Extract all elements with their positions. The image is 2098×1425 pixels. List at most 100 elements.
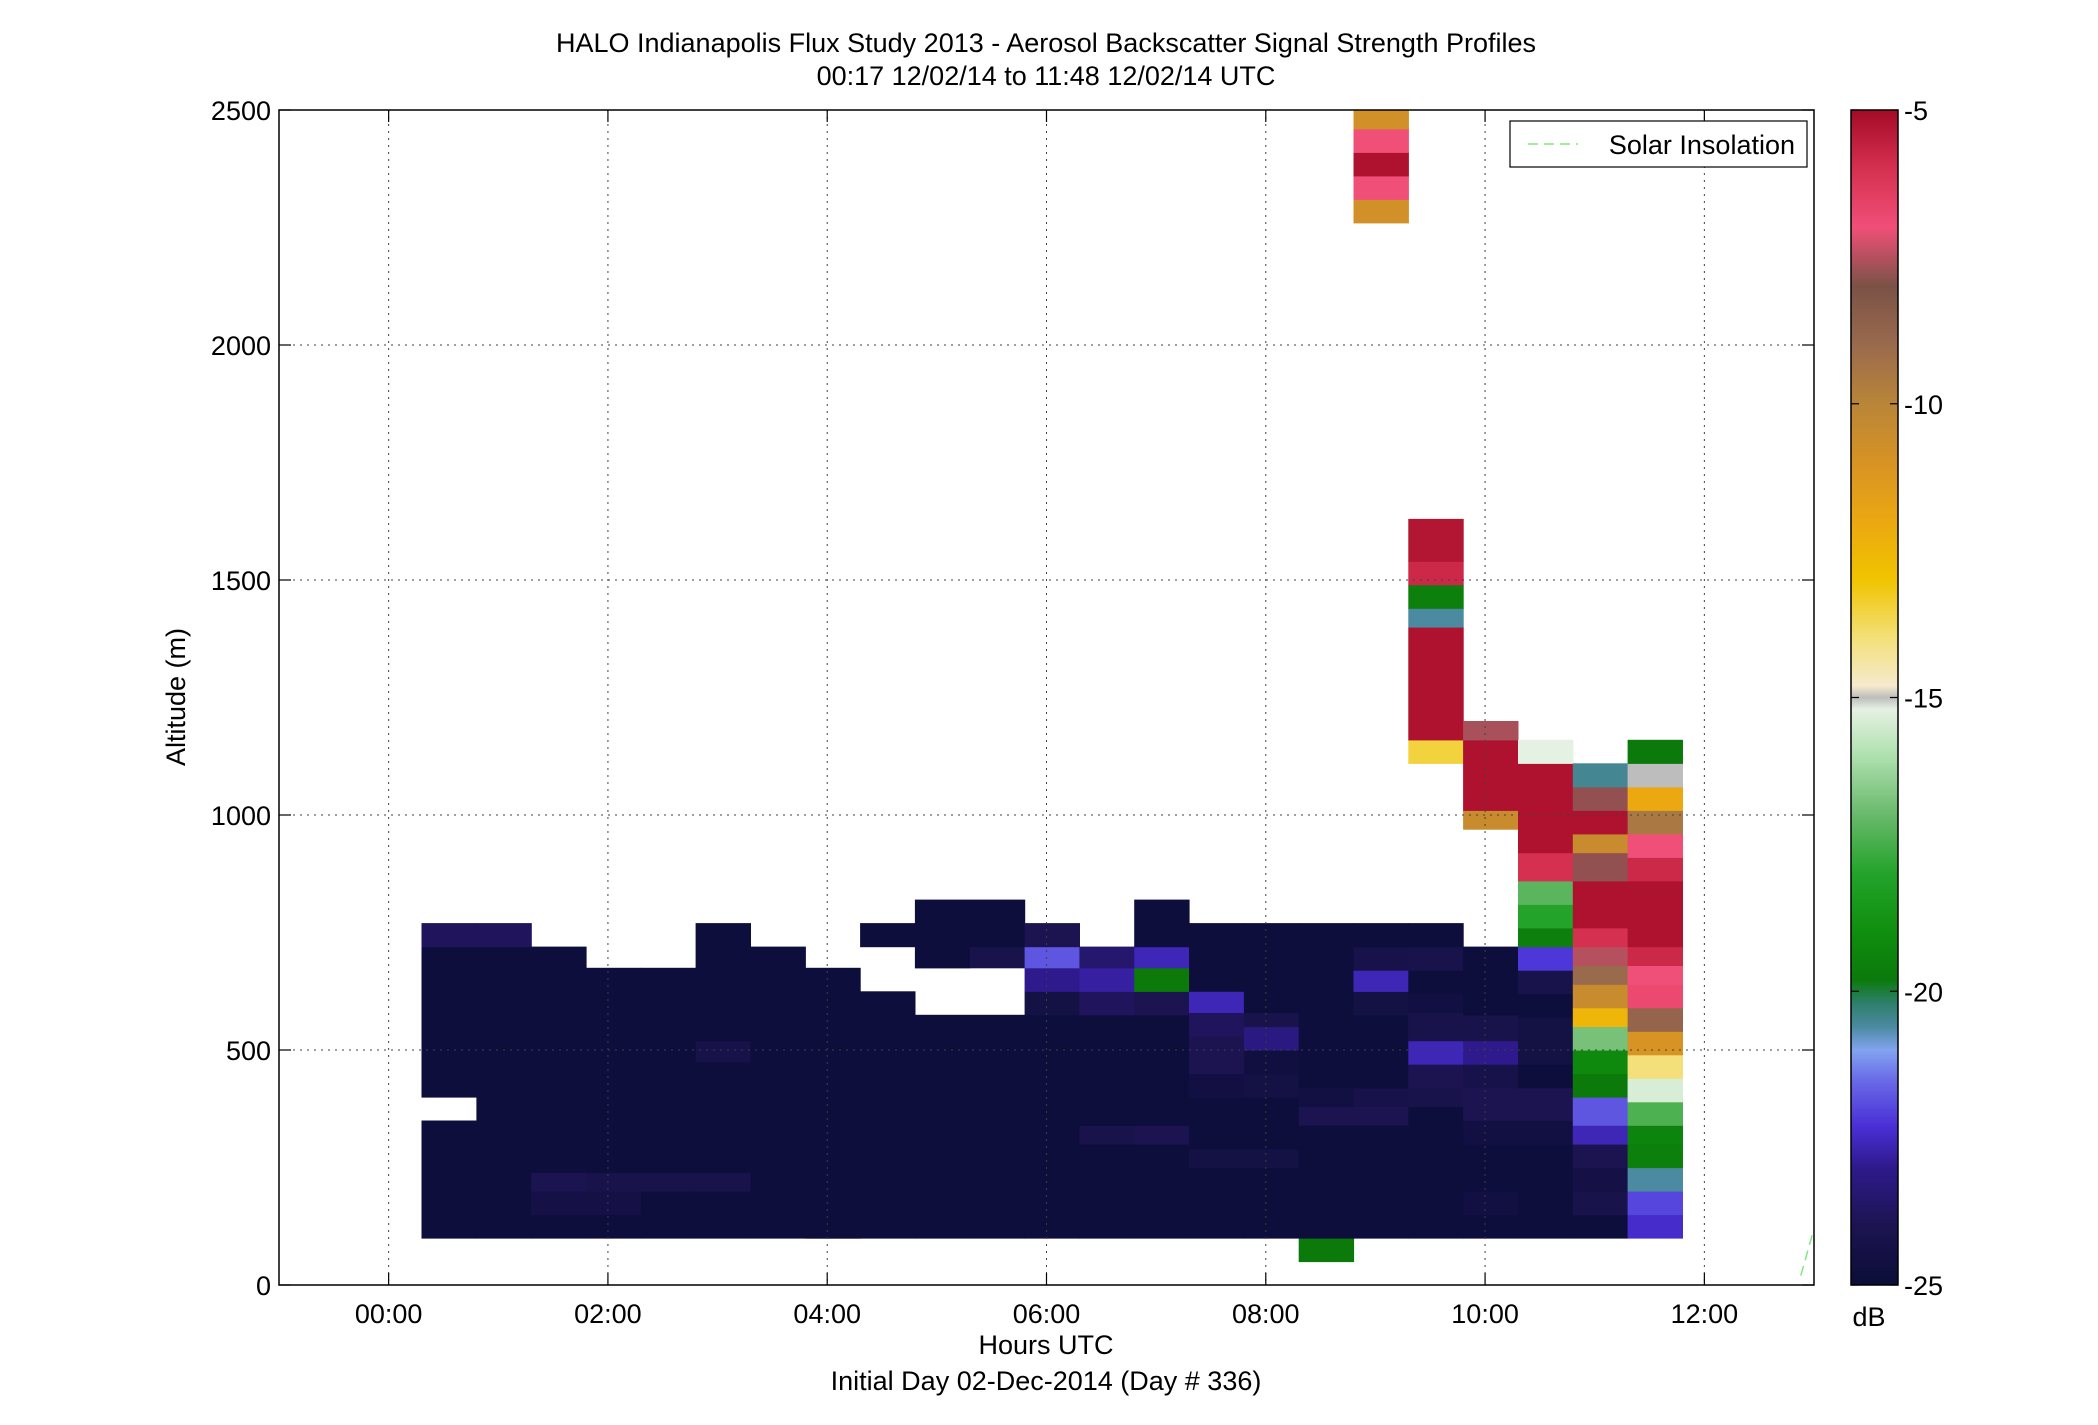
heatmap-cell [1298, 1125, 1355, 1239]
heatmap-cell [1408, 993, 1464, 1013]
heatmap-cell [1243, 1097, 1300, 1150]
legend-solar-label: Solar Insolation [1609, 130, 1795, 160]
heatmap-cell [1572, 1026, 1629, 1051]
heatmap-cell [1518, 1017, 1574, 1065]
heatmap-cell [1408, 739, 1464, 764]
heatmap-cell [1189, 1148, 1245, 1169]
heatmap-cell [1463, 1064, 1519, 1089]
heatmap-cell [1189, 1097, 1245, 1150]
heatmap-cell [695, 1040, 751, 1063]
heatmap-cell [1353, 1125, 1409, 1239]
axis-ticks: 00:00 02:00 04:00 06:00 08:00 10:00 12:00 0 500 1… [211, 96, 1814, 1329]
heatmap-cell [586, 1172, 642, 1192]
heatmap-cell [969, 946, 1026, 969]
heatmap-cell [860, 923, 916, 948]
heatmap-cell [1627, 1214, 1683, 1239]
heatmap-cell [1024, 946, 1080, 969]
colorbar-tick-label: -15 [1904, 684, 1943, 714]
heatmap-cell [1243, 1026, 1300, 1051]
heatmap-cell [1627, 1054, 1683, 1079]
heatmap-cell [1079, 1144, 1135, 1239]
heatmap-cell [1572, 786, 1629, 811]
chart-title: HALO Indianapolis Flux Study 2013 - Aero… [556, 28, 1536, 58]
heatmap-cell [1518, 970, 1574, 995]
heatmap-cell [1189, 991, 1245, 1013]
heatmap-cell [1079, 1014, 1135, 1126]
heatmap-cell [1463, 1144, 1519, 1192]
heatmap-cell [1518, 852, 1574, 882]
heatmap-cell [695, 1172, 751, 1192]
heatmap-cell [1572, 833, 1629, 854]
heatmap-cell [421, 946, 477, 1098]
heatmap-cell [1463, 1014, 1519, 1042]
heatmap-cell [1572, 1073, 1629, 1098]
heatmap-cell [476, 946, 532, 1239]
chart-subtitle: 00:17 12/02/14 to 11:48 12/02/14 UTC [817, 61, 1276, 91]
heatmap-cell [969, 1014, 1026, 1239]
heatmap-cell [1298, 1238, 1355, 1263]
heatmap-cell [1079, 1125, 1135, 1145]
heatmap-cell [1572, 927, 1629, 948]
heatmap-cell [421, 923, 477, 948]
heatmap-cell [1243, 1148, 1300, 1169]
legend: Solar Insolation [1509, 120, 1808, 168]
x-axis-label: Hours UTC [978, 1330, 1113, 1360]
heatmap-cell [1463, 721, 1519, 741]
heatmap-cell [1408, 561, 1464, 586]
heatmap-cell [1627, 880, 1683, 948]
heatmap-cell [1572, 1144, 1629, 1169]
heatmap-cell [1572, 1125, 1629, 1145]
heatmap-cell [1572, 852, 1629, 882]
heatmap-cell [1298, 1087, 1355, 1107]
y-tick-label: 2000 [211, 331, 271, 361]
heatmap-cell [1572, 1167, 1629, 1192]
heatmap-cell [1243, 923, 1300, 1013]
heatmap-cell [695, 1061, 751, 1173]
heatmap-cell [586, 967, 642, 1173]
heatmap-cell [1353, 1087, 1409, 1107]
heatmap-cell [1518, 1120, 1574, 1145]
heatmap-cell [914, 899, 971, 969]
colorbar-tick-label: -5 [1904, 96, 1928, 126]
x-tick-label: 08:00 [1232, 1299, 1300, 1329]
heatmap-cell [1134, 899, 1190, 948]
heatmap-cell [1572, 1191, 1629, 1216]
heatmap-cell [1627, 786, 1683, 811]
heatmap-cell [1353, 175, 1409, 200]
heatmap-cell [1627, 763, 1683, 788]
heatmap-cell [586, 1191, 642, 1216]
heatmap-cell [1353, 199, 1409, 224]
heatmap-cell [695, 923, 751, 1042]
heatmap-cell [1627, 739, 1683, 764]
heatmap-cell [1463, 1120, 1519, 1145]
heatmap-cell [860, 991, 916, 1239]
heatmap-cell [1627, 1191, 1683, 1216]
heatmap-cell [421, 1120, 477, 1239]
heatmap-cell [531, 1172, 587, 1192]
x-tick-label: 10:00 [1451, 1299, 1519, 1329]
colorbar-tick-label: -20 [1904, 977, 1943, 1007]
heatmap-cell [1627, 1078, 1683, 1103]
x-axis-sublabel: Initial Day 02-Dec-2014 (Day # 336) [831, 1366, 1262, 1396]
heatmap-cell [1134, 991, 1190, 1016]
heatmap-cell [1024, 923, 1080, 948]
heatmap-cell [1024, 991, 1080, 1016]
heatmap-cell [1518, 904, 1574, 929]
heatmap-cell [1627, 857, 1683, 882]
x-tick-label: 12:00 [1671, 1299, 1739, 1329]
heatmap-cell [1353, 110, 1409, 130]
heatmap-cell [1189, 1073, 1245, 1098]
heatmap-cell [1408, 1064, 1464, 1089]
heatmap-cell [1408, 1012, 1464, 1042]
heatmap-cell [640, 1172, 697, 1192]
heatmap-cell [1518, 1144, 1574, 1239]
heatmap-cell [1408, 1087, 1464, 1107]
heatmap-cell [1134, 946, 1190, 969]
heatmap-cell [1463, 739, 1519, 811]
heatmap-cell [1353, 128, 1409, 153]
heatmap-cell [1463, 1214, 1519, 1239]
heatmap-cell [1518, 993, 1574, 1018]
heatmap-cell [1518, 946, 1574, 971]
heatmap-cell [1024, 967, 1080, 992]
heatmap-cell [1463, 810, 1519, 830]
